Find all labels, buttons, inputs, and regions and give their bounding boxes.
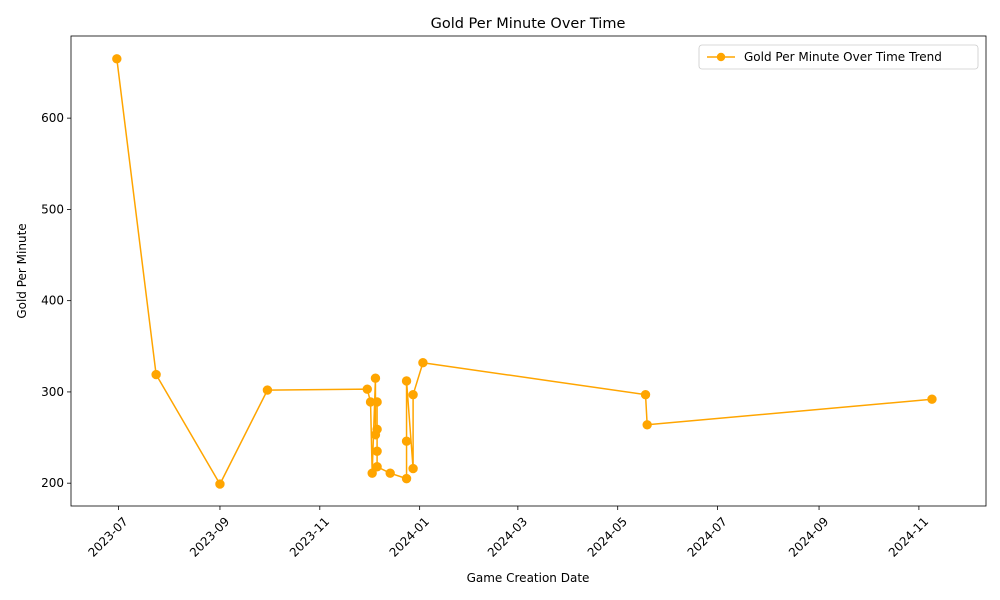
y-tick-label: 600 <box>41 111 64 125</box>
y-axis-label: Gold Per Minute <box>15 223 29 318</box>
data-point <box>367 468 377 478</box>
data-point <box>262 385 273 395</box>
legend-box <box>698 44 979 70</box>
data-point <box>372 424 382 435</box>
data-point <box>372 462 382 472</box>
y-tick-label: 400 <box>41 294 64 308</box>
data-point <box>642 420 652 430</box>
data-point <box>408 389 418 400</box>
y-tick-label: 300 <box>41 385 64 399</box>
data-point <box>372 446 382 456</box>
y-tick-label: 500 <box>41 202 64 216</box>
chart-title: Gold Per Minute Over Time <box>431 16 626 32</box>
y-tick-label: 200 <box>41 476 64 490</box>
legend: Gold Per Minute Over Time Trend <box>698 44 979 70</box>
data-point <box>370 373 381 383</box>
data-point <box>401 436 412 446</box>
y-axis-ticks: 200 300 400 500 600 <box>41 111 71 490</box>
data-point <box>640 389 651 400</box>
data-point <box>385 468 395 478</box>
data-point <box>112 54 122 64</box>
data-point <box>401 376 412 386</box>
data-point <box>372 397 382 407</box>
data-point <box>215 479 225 489</box>
plot-frame <box>70 35 987 507</box>
x-axis-label: Game Creation Date <box>467 571 590 585</box>
data-point <box>408 463 418 474</box>
legend-marker-swatch <box>716 52 726 62</box>
data-point <box>927 394 937 404</box>
data-point <box>418 358 428 368</box>
plot-area <box>112 54 937 489</box>
legend-label: Gold Per Minute Over Time Trend <box>744 50 942 64</box>
data-point <box>151 369 161 380</box>
data-point <box>401 473 412 484</box>
data-point <box>362 384 372 394</box>
